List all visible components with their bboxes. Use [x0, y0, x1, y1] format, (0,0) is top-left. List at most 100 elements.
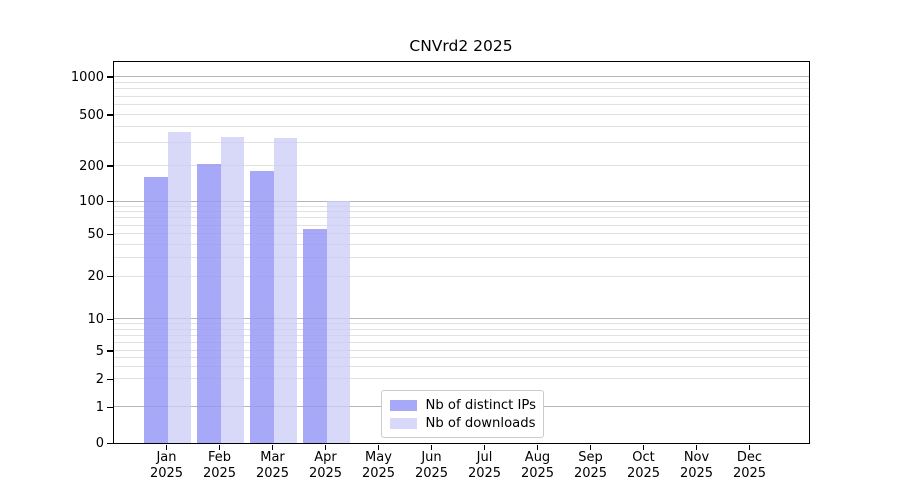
legend: Nb of distinct IPs Nb of downloads: [380, 390, 544, 438]
x-tick-year: 2025: [573, 465, 608, 481]
minor-gridline: [113, 365, 809, 367]
legend-row: Nb of downloads: [389, 414, 536, 432]
y-tick-mark: [106, 76, 113, 78]
x-tick-mark: [218, 444, 221, 450]
y-tick-label: 1000: [70, 69, 104, 85]
x-tick-label: May 2025: [348, 450, 410, 481]
minor-gridline: [113, 114, 809, 115]
y-tick-mark: [106, 378, 113, 380]
minor-gridline: [113, 323, 809, 325]
x-tick-month: Dec: [736, 450, 763, 465]
minor-gridline: [113, 378, 809, 380]
minor-gridline-overlay: [113, 81, 809, 83]
y-tick-label: 10: [87, 311, 104, 327]
y-tick-label: 100: [79, 194, 104, 209]
y-tick-label: 200: [79, 158, 104, 174]
x-tick-mark: [642, 444, 645, 450]
minor-gridline: [113, 81, 809, 83]
minor-gridline-overlay: [113, 95, 809, 97]
plot-area: Nb of distinct IPs Nb of downloads: [112, 60, 810, 444]
x-tick-year: 2025: [308, 465, 343, 481]
minor-gridline: [113, 350, 809, 351]
minor-gridline: [113, 224, 809, 226]
x-tick-label: Jul 2025: [454, 450, 516, 481]
minor-gridline-overlay: [113, 217, 809, 219]
x-tick-label: Aug 2025: [507, 450, 569, 481]
minor-gridline: [113, 341, 809, 343]
y-tick-mark: [106, 350, 113, 352]
minor-gridline: [113, 126, 809, 128]
minor-gridline-overlay: [113, 275, 809, 277]
minor-gridline-overlay: [113, 165, 809, 166]
minor-gridline: [113, 217, 809, 219]
minor-gridline-overlay: [113, 378, 809, 380]
x-tick-year: 2025: [732, 465, 767, 481]
minor-gridline-overlay: [113, 256, 809, 258]
x-tick-mark: [430, 444, 433, 450]
y-tick-label: 0: [95, 436, 104, 451]
minor-gridline-overlay: [113, 104, 809, 106]
minor-gridline: [113, 356, 809, 358]
y-tick-label: 500: [79, 107, 104, 123]
bar-mar-distinct-ips: [250, 171, 274, 443]
minor-gridline: [113, 142, 809, 144]
x-tick-month: Mar: [260, 450, 285, 465]
y-tick-mark: [106, 165, 113, 167]
x-tick-month: Oct: [632, 450, 655, 465]
x-tick-month: Sep: [578, 450, 603, 465]
minor-gridline-overlay: [113, 142, 809, 144]
minor-gridline: [113, 95, 809, 97]
minor-gridline: [113, 104, 809, 106]
x-tick-mark: [271, 444, 274, 450]
x-tick-label: Apr 2025: [295, 450, 357, 481]
x-tick-month: Apr: [314, 450, 337, 465]
major-gridline-overlay: [113, 318, 809, 320]
x-tick-year: 2025: [414, 465, 449, 481]
x-tick-label: Jun 2025: [401, 450, 463, 481]
legend-row: Nb of distinct IPs: [389, 396, 537, 414]
x-tick-mark: [695, 444, 698, 450]
minor-gridline: [113, 334, 809, 336]
minor-gridline: [113, 275, 809, 277]
minor-gridline: [113, 243, 809, 245]
x-tick-mark: [536, 444, 539, 450]
x-tick-year: 2025: [255, 465, 290, 481]
x-tick-mark: [377, 444, 380, 450]
minor-gridline-overlay: [113, 328, 809, 330]
x-tick-month: Jun: [421, 450, 442, 465]
legend-swatch-distinct-ips: [389, 399, 417, 411]
minor-gridline: [113, 205, 809, 207]
x-tick-year: 2025: [679, 465, 714, 481]
y-tick-mark: [106, 442, 113, 445]
x-tick-label: Nov 2025: [666, 450, 728, 481]
y-tick-mark: [106, 406, 113, 408]
x-tick-label: Dec 2025: [719, 450, 781, 481]
legend-label: Nb of distinct IPs: [425, 397, 537, 413]
x-tick-mark: [165, 444, 168, 450]
x-tick-year: 2025: [520, 465, 555, 481]
bar-apr-downloads: [326, 201, 350, 443]
y-tick-label: 50: [87, 226, 104, 242]
y-tick-mark: [106, 200, 113, 203]
x-tick-month: Feb: [207, 450, 232, 465]
bar-jan-downloads: [167, 132, 191, 443]
minor-gridline-overlay: [113, 350, 809, 351]
x-tick-year: 2025: [361, 465, 396, 481]
x-tick-month: Aug: [524, 450, 551, 465]
minor-gridline-overlay: [113, 341, 809, 343]
minor-gridline-overlay: [113, 356, 809, 358]
y-tick-mark: [106, 318, 113, 320]
minor-gridline: [113, 211, 809, 213]
x-tick-label: Feb 2025: [189, 450, 251, 481]
x-tick-month: Jan: [156, 450, 177, 465]
y-tick-mark: [106, 114, 113, 116]
legend-label: Nb of downloads: [425, 415, 536, 431]
y-tick-mark: [106, 276, 113, 278]
x-tick-mark: [589, 444, 592, 450]
bar-feb-distinct-ips: [197, 164, 221, 443]
x-tick-mark: [324, 444, 327, 450]
y-tick-label: 2: [95, 371, 104, 387]
x-tick-mark: [748, 444, 751, 450]
minor-gridline-overlay: [113, 126, 809, 128]
